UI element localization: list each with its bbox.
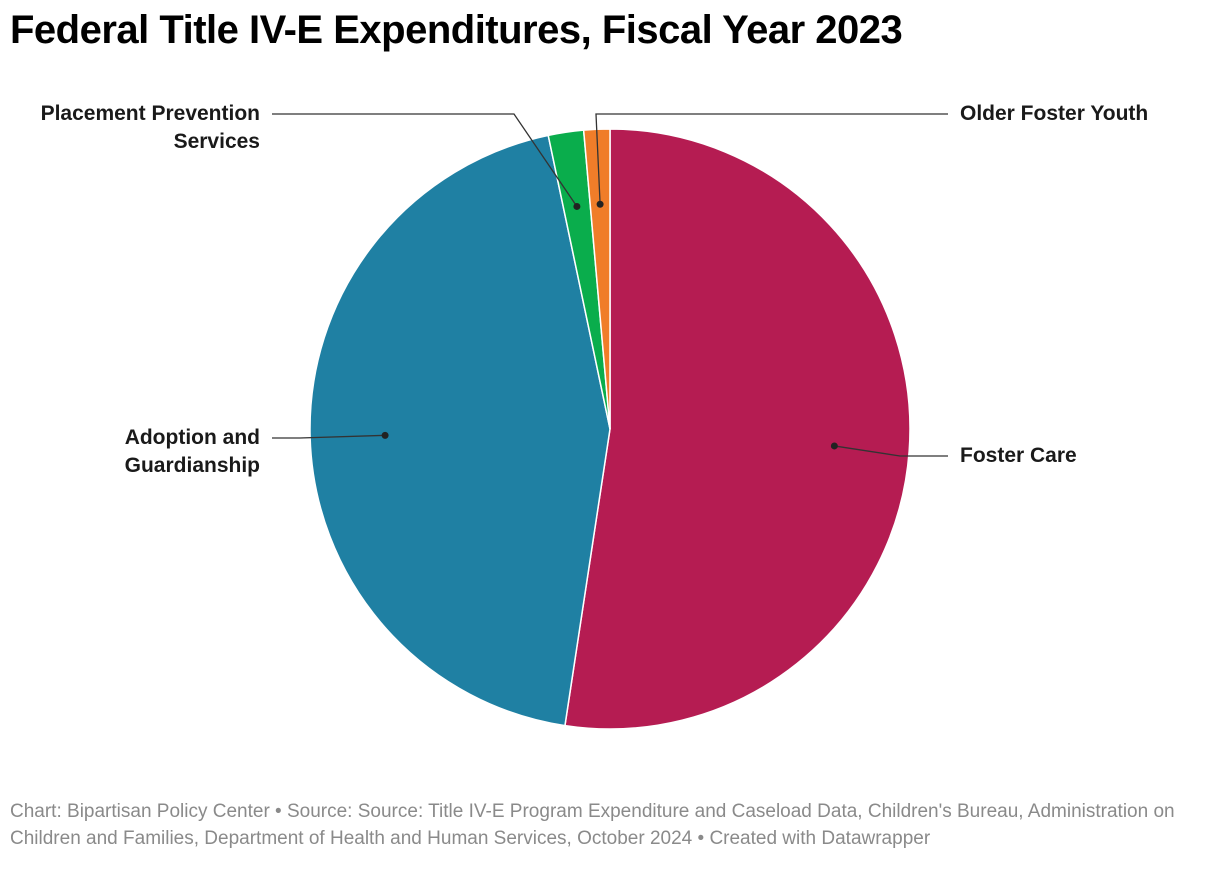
leader-line-placement-prevention-services <box>272 113 578 207</box>
leader-dot-placement-prevention-services <box>573 202 581 210</box>
leader-dot-foster-care <box>830 442 838 450</box>
leader-line-adoption-and-guardianship <box>272 434 386 439</box>
chart-title: Federal Title IV-E Expenditures, Fiscal … <box>10 8 903 52</box>
label-placement-prevention: Placement Prevention Services <box>40 102 260 153</box>
pie-slice-foster-care <box>564 128 911 730</box>
pie-slice-adoption-and-guardianship <box>309 134 611 727</box>
leader-line-older-foster-youth <box>595 113 948 205</box>
leader-dot-adoption-and-guardianship <box>381 431 389 439</box>
label-foster-care: Foster Care <box>960 444 1077 467</box>
label-older-foster-youth: Older Foster Youth <box>960 102 1149 125</box>
label-adoption-guardianship: Adoption and Guardianship <box>124 426 260 477</box>
leader-dot-older-foster-youth <box>596 200 604 208</box>
chart-footer: Chart: Bipartisan Policy Center • Source… <box>10 801 1175 849</box>
leader-line-foster-care <box>834 445 948 457</box>
